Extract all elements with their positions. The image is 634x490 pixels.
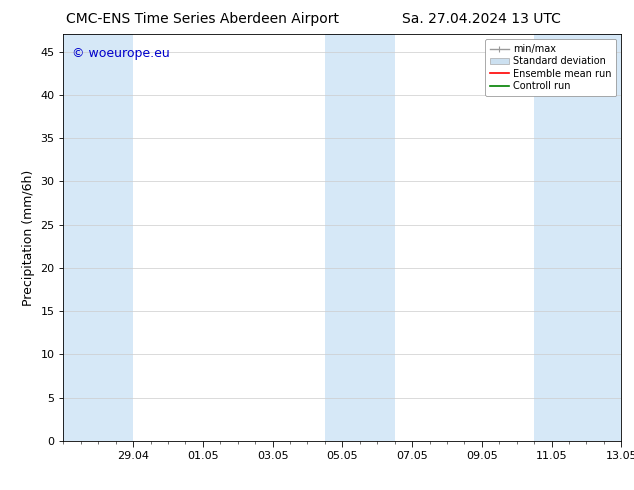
Bar: [63, 34, 133, 441]
Text: CMC-ENS Time Series Aberdeen Airport: CMC-ENS Time Series Aberdeen Airport: [67, 12, 339, 26]
Legend: min/max, Standard deviation, Ensemble mean run, Controll run: min/max, Standard deviation, Ensemble me…: [485, 39, 616, 96]
Bar: [325, 34, 394, 441]
Bar: [534, 34, 621, 441]
Text: © woeurope.eu: © woeurope.eu: [72, 47, 169, 59]
Text: Sa. 27.04.2024 13 UTC: Sa. 27.04.2024 13 UTC: [403, 12, 561, 26]
Y-axis label: Precipitation (mm/6h): Precipitation (mm/6h): [22, 170, 35, 306]
